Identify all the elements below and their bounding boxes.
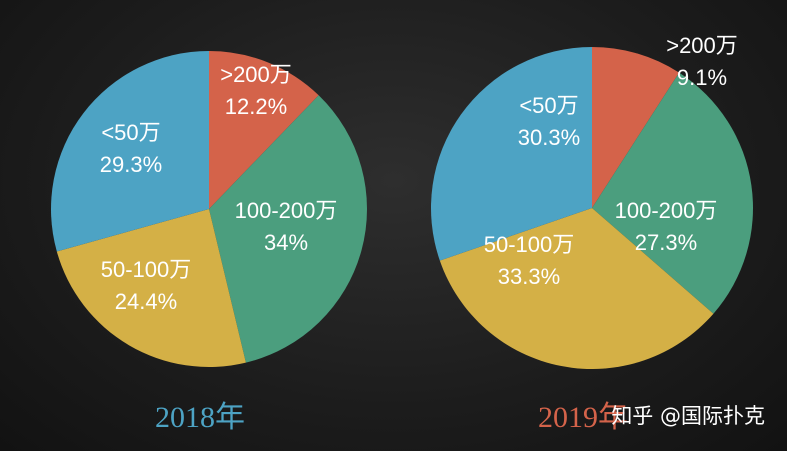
pie-2018-value-gt200: 12.2% (225, 94, 287, 119)
pie-2019-value-r100_200: 27.3% (635, 230, 697, 255)
pie-2018-label-gt200: >200万 (220, 62, 292, 87)
pie-2019-label-lt50: <50万 (519, 93, 578, 118)
pie-2019-label-r50_100: 50-100万 (484, 232, 575, 257)
pie-2018-value-r50_100: 24.4% (115, 289, 177, 314)
pie-2019-slice-r100_200 (592, 72, 753, 314)
pie-chart-2019: >200万 9.1% 100-200万 27.3% 50-100万 33.3% <50万 30… (430, 33, 753, 370)
pie-2018-slice-lt50 (51, 51, 210, 252)
pie-2019-value-r50_100: 33.3% (498, 264, 560, 289)
pie-2019-slice-gt200 (592, 47, 680, 208)
pie-2019-slice-r50_100 (439, 208, 714, 370)
year-label-2019: 2019年 (538, 401, 628, 434)
pie-2019-label-r100_200: 100-200万 (615, 198, 718, 223)
pie-chart-2018: >200万 12.2% 100-200万 34% 50-100万 24.4% <50万 29.… (51, 51, 367, 368)
pie-2018-label-r100_200: 100-200万 (235, 198, 338, 223)
pie-2018-slice-gt200 (209, 51, 319, 209)
pie-2018-label-r50_100: 50-100万 (101, 257, 192, 282)
pie-2019-value-lt50: 30.3% (518, 125, 580, 150)
pie-2018-slice-r100_200 (209, 95, 367, 363)
pie-2018-value-lt50: 29.3% (100, 152, 162, 177)
pie-2018-slice-r50_100 (56, 209, 246, 368)
pie-2019-slice-lt50 (430, 47, 592, 261)
watermark-zhihu: 知乎 @国际扑克 (611, 404, 765, 428)
pie-2019-value-gt200: 9.1% (677, 65, 727, 90)
pie-2018-value-r100_200: 34% (264, 230, 308, 255)
year-label-2018: 2018年 (155, 401, 245, 434)
pie-2018-label-lt50: <50万 (101, 120, 160, 145)
pie-2019-label-gt200: >200万 (666, 33, 738, 58)
